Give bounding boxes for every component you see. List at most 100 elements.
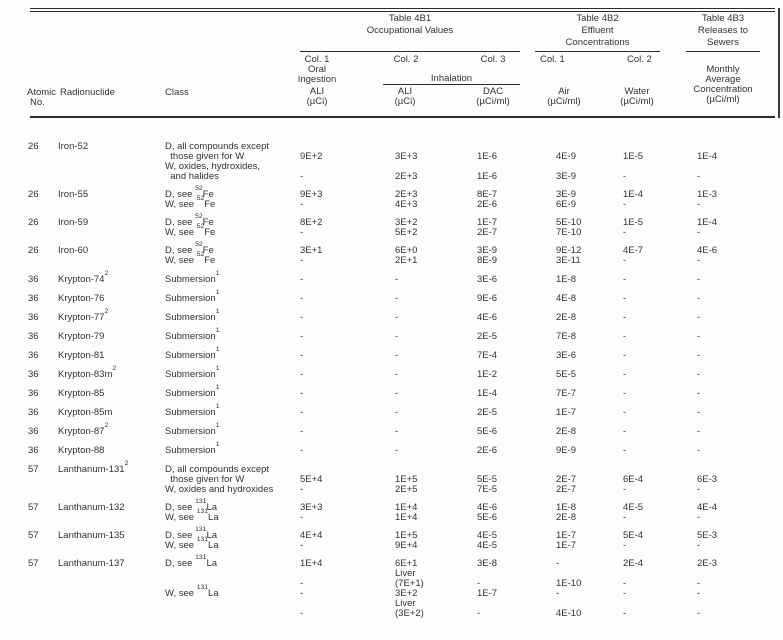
dac-cell: 1E-7 — [477, 217, 498, 228]
sewer-cell: - — [697, 578, 701, 589]
class-cell: W, oxides and hydroxides — [165, 484, 274, 495]
class-cell: Submersion1 — [165, 421, 220, 437]
inhalation-ali-label: ALI — [397, 86, 413, 97]
dac-cell: 1E-2 — [477, 369, 498, 380]
atomic-no-cell: 36 — [28, 312, 39, 323]
radionuclide-cell — [58, 475, 165, 485]
class-label: Class — [165, 87, 189, 98]
oral-ali-cell: - — [300, 312, 304, 323]
oral-ali-cell: - — [300, 578, 304, 589]
oral-ali-cell — [296, 569, 391, 579]
table-row: 57 Lanthanum-137 D, see 131La 1E+4 6E+1 3E-8 -… — [22, 554, 775, 569]
inhalation-ali-cell: (3E+2) — [395, 608, 424, 619]
class-cell: W, see 131La — [165, 583, 219, 599]
water-cell: 1E-5 — [623, 217, 644, 228]
table-4b3-header: Table 4B3 Releases to Sewers — [663, 13, 783, 49]
sewer-cell: 1E-4 — [697, 151, 718, 162]
oral-ali-cell: 3E+3 — [300, 502, 323, 513]
water-cell: - — [623, 274, 627, 285]
sewer-cell: 2E-3 — [697, 558, 718, 569]
atomic-no-cell: 26 — [28, 217, 39, 228]
inhalation-ali-unit: (µCi) — [394, 96, 416, 107]
water-cell: 5E-4 — [623, 530, 644, 541]
radionuclide-cell — [58, 513, 165, 523]
class-cell: W, see 52Fe — [165, 250, 216, 266]
page-right-edge-line — [778, 8, 780, 118]
sewer-cell: - — [697, 369, 701, 380]
water-cell — [621, 162, 693, 172]
water-cell: - — [623, 578, 627, 589]
footnote-superscript: 2 — [112, 364, 117, 372]
water-cell: - — [623, 608, 627, 619]
atomic-no-cell: 36 — [28, 293, 39, 304]
water-cell: - — [623, 388, 627, 399]
sewer-cell: - — [697, 484, 701, 495]
table-row: 57 Lanthanum-132 D, see 131La 3E+3 1E+4 4E-6 1… — [22, 498, 775, 513]
water-cell: - — [623, 426, 627, 437]
atomic-no-cell — [22, 200, 58, 210]
air-cell: 3E-6 — [556, 350, 577, 361]
dac-cell: - — [477, 578, 481, 589]
footnote-superscript: 52 — [195, 184, 203, 192]
table-row: W, see 52Fe - 4E+3 2E-6 6E-9 - - — [22, 194, 775, 210]
dac-cell: 2E-5 — [477, 407, 498, 418]
water-cell: - — [623, 255, 627, 266]
oral-ali-cell: - — [300, 484, 304, 495]
inhalation-ali-cell: - — [395, 445, 399, 456]
air-cell: 4E-10 — [556, 608, 582, 619]
air-unit-header: Air (µCi/ml) — [535, 87, 593, 107]
table-row: 57 Lanthanum-135 D, see 131La 4E+4 1E+5 4E-5 1… — [22, 526, 775, 541]
water-cell: - — [623, 445, 627, 456]
air-cell: 9E-12 — [556, 245, 582, 256]
atomic-no-cell: 57 — [28, 502, 39, 513]
dac-label: DAC — [482, 86, 504, 97]
class-cell: Submersion1 — [165, 307, 220, 323]
footnote-superscript: 1 — [215, 345, 220, 353]
radionuclide-cell: Lanthanum-1312 — [58, 459, 129, 475]
air-cell: 3E-11 — [556, 255, 581, 266]
average-label: Average — [705, 74, 741, 85]
table-row: 26 Iron-59 D, see 52Fe 8E+2 3E+2 1E-7 5E-10 1E-… — [22, 213, 775, 228]
concentration-unit: (µCi/ml) — [706, 94, 740, 105]
class-cell: those given for W — [165, 474, 245, 485]
sewer-cell: - — [697, 293, 701, 304]
radionuclide-cell — [58, 228, 165, 238]
atomic-no-cell — [22, 256, 58, 266]
nuclide-entry: 57 Lanthanum-137 D, see 131La 1E+4 6E+1 3E-8 -… — [22, 554, 775, 619]
nuclide-entry: 26 Iron-59 D, see 52Fe 8E+2 3E+2 1E-7 5E-10 1E-… — [22, 213, 775, 238]
footnote-superscript: 2 — [104, 269, 109, 277]
radionuclide-cell — [58, 485, 165, 495]
monthly-average-header: Monthly Average Concentration (µCi/ml) — [663, 65, 783, 105]
class-cell: D, all compounds except — [165, 464, 270, 475]
class-cell: Submersion1 — [165, 383, 220, 399]
atomic-label: Atomic — [27, 87, 57, 98]
oral-ali-cell: - — [300, 369, 304, 380]
top-double-rule — [30, 8, 775, 12]
atomic-no-cell: 36 — [28, 350, 39, 361]
class-cell: Submersion1 — [165, 364, 220, 380]
air-cell: 5E-10 — [556, 217, 582, 228]
inhalation-ali-cell: 3E+3 — [395, 151, 418, 162]
atomic-no-cell: 36 — [28, 426, 39, 437]
dac-cell: 3E-8 — [477, 558, 498, 569]
footnote-superscript: 1 — [215, 402, 220, 410]
class-cell: W, see 52Fe — [165, 194, 216, 210]
dac-cell: 5E-6 — [477, 426, 498, 437]
nuclide-entry: 36 Krypton-76 Submersion1 - - 9E-6 4E-8 - - — [22, 289, 775, 304]
oral-ali-cell: - — [300, 255, 304, 266]
water-cell: - — [623, 171, 627, 182]
nuclide-group-lanthanum: 57 Lanthanum-1312 D, all compounds except … — [22, 459, 775, 619]
sewer-cell: - — [697, 540, 701, 551]
air-cell: 2E-8 — [556, 512, 577, 523]
sewer-cell: - — [697, 388, 701, 399]
table-body: 26 Iron-52 D, all compounds except those g… — [22, 142, 775, 627]
nuclide-entry: 36 Krypton-742 Submersion1 - - 3E-6 1E-8 - - — [22, 270, 775, 285]
table-row: 26 Iron-55 D, see 52Fe 9E+3 2E+3 8E-7 3E-9 1E-4… — [22, 185, 775, 200]
oral-ali-cell: 9E+2 — [300, 151, 323, 162]
table-4b3-subtitle-line2: Sewers — [707, 37, 739, 48]
atomic-no-cell: 26 — [28, 189, 39, 200]
water-cell: - — [623, 350, 627, 361]
table-row: 26 Iron-60 D, see 52Fe 3E+1 6E+0 3E-9 9E-12 4E-… — [22, 241, 775, 256]
inhalation-ali-cell: 1E+5 — [395, 530, 418, 541]
oral-ali-cell: - — [300, 199, 304, 210]
